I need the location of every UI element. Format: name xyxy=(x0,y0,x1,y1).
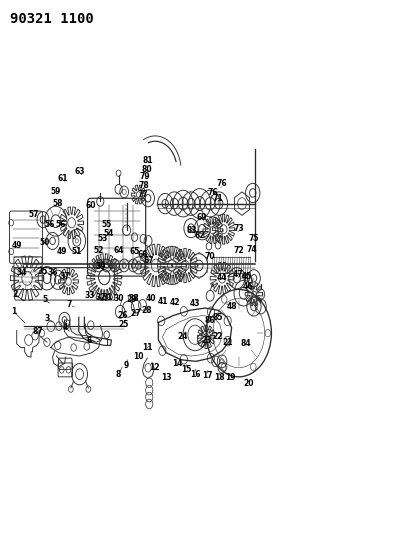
Text: 26: 26 xyxy=(117,311,128,320)
Text: 16: 16 xyxy=(191,370,201,378)
Text: 85: 85 xyxy=(213,313,223,321)
Text: 57: 57 xyxy=(29,210,39,219)
Text: 60: 60 xyxy=(86,201,96,209)
Text: 51: 51 xyxy=(71,247,82,256)
Text: 21: 21 xyxy=(222,338,233,346)
Text: 84: 84 xyxy=(241,340,251,348)
Text: 56: 56 xyxy=(45,221,55,229)
Text: 53: 53 xyxy=(98,235,108,243)
Text: 24: 24 xyxy=(178,333,188,341)
Text: 82: 82 xyxy=(195,231,205,240)
Text: 28: 28 xyxy=(141,306,152,314)
Text: 23: 23 xyxy=(202,336,212,344)
Text: 5: 5 xyxy=(42,295,47,304)
Text: 33: 33 xyxy=(84,292,95,300)
Text: 34: 34 xyxy=(17,269,27,277)
Text: 87: 87 xyxy=(32,327,43,336)
Text: 3: 3 xyxy=(44,314,50,323)
Text: 81: 81 xyxy=(143,157,153,165)
Text: 8: 8 xyxy=(116,370,121,378)
Text: 25: 25 xyxy=(118,320,129,328)
Text: 36: 36 xyxy=(47,269,58,277)
Text: 72: 72 xyxy=(234,246,244,255)
Text: 42: 42 xyxy=(170,298,180,307)
Text: 1: 1 xyxy=(11,308,17,316)
Text: 37: 37 xyxy=(59,272,70,280)
Text: 54: 54 xyxy=(103,229,113,238)
Text: 4: 4 xyxy=(63,324,68,332)
Text: 73: 73 xyxy=(234,224,244,232)
Text: 90321 1100: 90321 1100 xyxy=(10,12,94,26)
Text: 19: 19 xyxy=(225,373,235,382)
Text: 11: 11 xyxy=(142,343,152,352)
Text: 61: 61 xyxy=(58,174,68,183)
Text: 49: 49 xyxy=(12,241,22,249)
Text: 86: 86 xyxy=(205,317,215,325)
Text: 50: 50 xyxy=(39,238,50,247)
Text: 78: 78 xyxy=(139,181,150,190)
Text: 29: 29 xyxy=(126,295,137,304)
Text: 83: 83 xyxy=(187,226,197,235)
Text: 76: 76 xyxy=(208,189,218,197)
Text: 15: 15 xyxy=(181,366,191,374)
Text: 40: 40 xyxy=(145,294,156,303)
Text: 76: 76 xyxy=(217,180,227,188)
Text: 77: 77 xyxy=(137,190,148,199)
Text: 47: 47 xyxy=(233,270,243,279)
Text: 63: 63 xyxy=(74,167,85,176)
Text: 31: 31 xyxy=(103,293,113,302)
Text: 69: 69 xyxy=(197,213,207,222)
Text: 65: 65 xyxy=(129,247,140,256)
Text: 32: 32 xyxy=(95,293,105,302)
Text: 55: 55 xyxy=(101,221,112,229)
Text: 18: 18 xyxy=(215,373,225,382)
Text: 30: 30 xyxy=(113,294,124,303)
Text: 70: 70 xyxy=(205,253,215,261)
Text: 10: 10 xyxy=(133,352,144,360)
Text: 75: 75 xyxy=(249,235,259,243)
Text: 22: 22 xyxy=(213,333,223,341)
Text: 48: 48 xyxy=(226,302,237,311)
Text: 64: 64 xyxy=(113,246,124,255)
Text: 2: 2 xyxy=(12,290,18,298)
Text: 66: 66 xyxy=(137,251,148,259)
Text: 41: 41 xyxy=(158,297,168,305)
Text: 17: 17 xyxy=(203,372,213,380)
Text: 49: 49 xyxy=(57,247,67,256)
Text: 52: 52 xyxy=(94,246,104,255)
Text: 59: 59 xyxy=(51,188,61,196)
Text: 7: 7 xyxy=(67,301,72,309)
Text: 13: 13 xyxy=(161,373,172,382)
Text: 12: 12 xyxy=(149,364,160,372)
Text: 9: 9 xyxy=(124,361,129,369)
Text: 74: 74 xyxy=(246,245,257,254)
Text: 14: 14 xyxy=(172,359,182,368)
Text: 80: 80 xyxy=(141,165,152,174)
Text: 38: 38 xyxy=(128,294,139,303)
Text: 46: 46 xyxy=(242,282,253,291)
Text: 6: 6 xyxy=(87,336,92,344)
Text: 39: 39 xyxy=(95,262,105,271)
Text: 20: 20 xyxy=(244,379,254,388)
Text: 67: 67 xyxy=(144,256,154,264)
Text: 58: 58 xyxy=(53,199,63,208)
Text: 56: 56 xyxy=(55,221,66,229)
Text: 43: 43 xyxy=(190,300,200,308)
Text: 44: 44 xyxy=(217,273,227,281)
Text: 27: 27 xyxy=(130,309,140,318)
Text: 79: 79 xyxy=(140,173,150,181)
Text: 45: 45 xyxy=(242,272,252,280)
Text: 35: 35 xyxy=(38,268,48,276)
Text: 71: 71 xyxy=(213,194,223,203)
